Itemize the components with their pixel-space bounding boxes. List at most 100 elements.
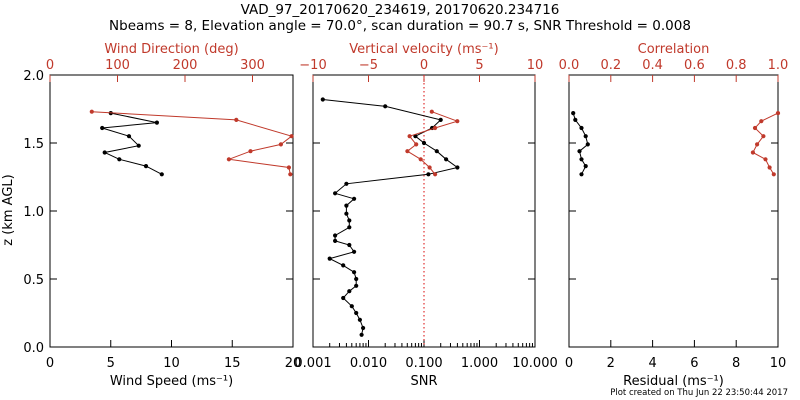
- data-point: [434, 149, 439, 154]
- data-point: [286, 165, 291, 170]
- top-tick-label: 5: [475, 58, 483, 73]
- data-point: [573, 117, 578, 122]
- data-point: [577, 149, 582, 154]
- data-point: [100, 125, 105, 131]
- data-point: [349, 304, 354, 309]
- top-tick-label: −5: [359, 58, 378, 73]
- data-point: [347, 225, 352, 230]
- series-line-wind-direction: [91, 111, 293, 175]
- data-point: [361, 325, 366, 331]
- y-tick-label: 2.0: [23, 69, 44, 84]
- data-point: [320, 97, 325, 102]
- chart-subtitle: Nbeams = 8, Elevation angle = 70.0°, sca…: [109, 18, 691, 34]
- data-point: [354, 283, 359, 288]
- data-point: [352, 196, 357, 201]
- data-point: [429, 109, 434, 114]
- data-point: [455, 119, 460, 124]
- data-point: [344, 181, 349, 186]
- bottom-axis-label: Wind Speed (ms⁻¹): [110, 374, 233, 389]
- data-point: [288, 172, 293, 177]
- series-line-wind-speed: [102, 112, 163, 175]
- top-axis-label: Wind Direction (deg): [104, 42, 238, 57]
- data-point: [234, 117, 239, 122]
- data-point: [352, 270, 357, 275]
- data-point: [579, 125, 584, 131]
- data-point: [583, 134, 588, 139]
- y-tick-label: 1.0: [23, 205, 44, 220]
- bottom-tick-label: 0: [565, 356, 573, 371]
- data-point: [117, 157, 122, 162]
- top-tick-label: 300: [240, 58, 265, 73]
- data-point: [136, 143, 141, 148]
- data-point: [352, 249, 357, 254]
- top-tick-label: 0.2: [600, 58, 621, 73]
- bottom-tick-label: 0.001: [294, 356, 331, 371]
- bottom-tick-label: 10.000: [512, 356, 558, 371]
- data-point: [579, 157, 584, 162]
- top-tick-label: 100: [105, 58, 130, 73]
- data-point: [354, 276, 359, 282]
- data-point: [248, 149, 253, 154]
- top-tick-label: 0.4: [642, 58, 663, 73]
- bottom-tick-label: 0: [46, 356, 54, 371]
- data-point: [126, 134, 132, 139]
- chart-title: VAD_97_20170620_234619, 20170620.234716: [240, 2, 560, 18]
- data-point: [421, 140, 427, 146]
- data-point: [341, 295, 346, 301]
- top-tick-label: −10: [299, 58, 326, 73]
- data-point: [579, 172, 584, 177]
- top-tick-label: 0: [420, 58, 428, 73]
- data-point: [357, 317, 362, 322]
- bottom-tick-label: 4: [648, 356, 656, 371]
- data-point: [341, 263, 346, 268]
- bottom-tick-label: 10: [163, 356, 180, 371]
- data-point: [585, 142, 590, 147]
- y-tick-label: 1.5: [23, 137, 44, 152]
- bottom-tick-label: 8: [732, 356, 740, 371]
- bottom-tick-label: 1.000: [461, 356, 498, 371]
- data-point: [154, 120, 159, 125]
- data-point: [438, 117, 443, 122]
- data-point: [444, 157, 449, 162]
- data-point: [327, 256, 332, 261]
- data-point: [433, 172, 438, 177]
- data-point: [344, 203, 349, 208]
- data-point: [347, 242, 352, 248]
- data-point: [775, 111, 781, 116]
- panel-residual: 0 2 4 6 8 10 Residual (ms⁻¹) 0.0 0.2 0.4 0.6 0.8 1.0…: [559, 42, 789, 389]
- plot-frame: [568, 74, 779, 348]
- data-point: [755, 142, 760, 147]
- bottom-axis-label: Residual (ms⁻¹): [623, 374, 724, 389]
- data-point: [102, 150, 107, 155]
- data-point: [771, 172, 776, 177]
- data-point: [455, 165, 460, 170]
- bottom-tick-label: 20: [285, 356, 302, 371]
- data-point: [583, 164, 588, 169]
- data-point: [354, 310, 359, 316]
- panel-snr: 0.001 0.010 0.100 1.000 10.000 SNR −10 −5 0 5 10 Ve…: [294, 42, 557, 389]
- top-tick-label: 200: [173, 58, 198, 73]
- data-point: [143, 164, 149, 169]
- plot-created-footer: Plot created on Thu Jun 22 23:50:44 2017: [610, 388, 788, 398]
- bottom-tick-label: 0.100: [405, 356, 442, 371]
- top-axis-label: Correlation: [638, 42, 710, 57]
- data-point: [226, 157, 231, 162]
- data-point: [433, 125, 438, 131]
- data-point: [333, 233, 338, 238]
- data-point: [405, 149, 410, 154]
- data-point: [407, 134, 412, 139]
- data-point: [347, 218, 352, 223]
- data-point: [767, 165, 772, 170]
- top-tick-label: 0.0: [559, 58, 580, 73]
- data-point: [278, 142, 283, 147]
- data-point: [333, 238, 338, 243]
- data-point: [426, 172, 431, 177]
- data-point: [571, 111, 576, 116]
- data-point: [289, 134, 294, 139]
- data-point: [763, 157, 768, 162]
- data-point: [383, 104, 388, 109]
- data-point: [347, 289, 352, 294]
- bottom-tick-label: 2: [607, 356, 615, 371]
- data-point: [418, 157, 423, 162]
